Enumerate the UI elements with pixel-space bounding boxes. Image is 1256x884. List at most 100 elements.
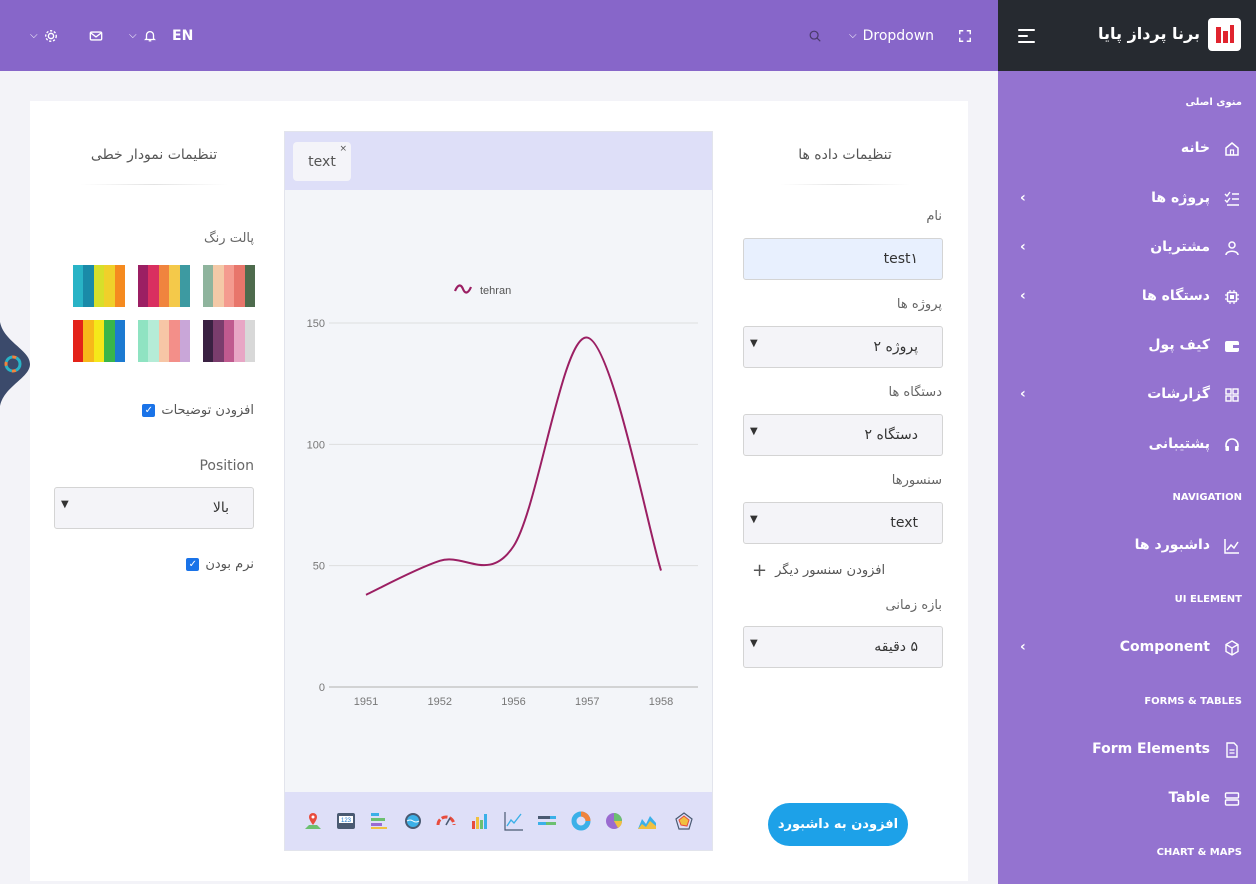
brand-name: برنا پرداز پایا — [1097, 24, 1200, 43]
position-select[interactable]: بالا ▼ — [54, 487, 254, 529]
divider — [80, 184, 228, 185]
section-forms-tables: FORMS & TABLES — [1144, 696, 1242, 707]
checklist-icon — [1224, 191, 1239, 206]
checkbox-checked-icon: ✓ — [142, 404, 156, 417]
sidebar-item-label: دستگاه ها — [1141, 288, 1210, 304]
sidebar-item-table[interactable]: Table — [998, 784, 1256, 814]
section-navigation: NAVIGATION — [1172, 492, 1242, 503]
devices-label: دستگاه ها — [888, 385, 942, 400]
close-icon[interactable]: × — [339, 144, 347, 154]
dropdown-label: Dropdown — [862, 27, 935, 44]
sidebar-item-label: مشتریان — [1150, 239, 1210, 255]
chevron-left-icon: ‹ — [1020, 190, 1026, 206]
top-bar: ⌵ ⌵ EN ⌵ Dropdown — [0, 0, 998, 71]
chevron-left-icon: ‹ — [1020, 239, 1026, 255]
search-button[interactable] — [808, 0, 822, 71]
pie-chart-icon[interactable] — [604, 811, 624, 831]
tab-label: text — [308, 153, 336, 170]
series-line-tehran — [365, 336, 662, 596]
gauge-icon[interactable] — [436, 811, 456, 831]
chevron-down-icon: ▼ — [750, 514, 758, 525]
notifications-menu[interactable]: ⌵ — [129, 0, 157, 71]
sensors-label: سنسورها — [891, 473, 942, 488]
color-palette-option[interactable] — [203, 320, 256, 362]
bell-icon — [143, 30, 156, 41]
mail-icon — [89, 30, 103, 41]
number-icon[interactable]: 123 — [336, 811, 356, 831]
name-input[interactable]: test۱ — [743, 238, 943, 280]
donut-chart-icon[interactable] — [571, 811, 591, 831]
smooth-checkbox[interactable]: نرم بودن ✓ — [186, 557, 254, 572]
sidebar-item-reports[interactable]: ‹ گزارشات — [998, 380, 1256, 410]
sensor-select-value: text — [890, 515, 918, 531]
language-button[interactable]: EN — [172, 27, 194, 44]
gear-icon — [44, 29, 57, 42]
sidebar-item-customers[interactable]: ‹ مشتریان — [998, 233, 1256, 263]
color-palette-option[interactable] — [138, 320, 191, 362]
sidebar-item-dashboards[interactable]: داشبورد ها — [998, 531, 1256, 561]
sidebar-item-support[interactable]: پشتیبانی — [998, 430, 1256, 460]
sidebar-item-form-elements[interactable]: Form Elements — [998, 735, 1256, 765]
headset-icon — [1225, 438, 1239, 451]
sidebar: برنا پرداز پایا منوی اصلی خانه ‹ پروژه ه… — [998, 0, 1256, 884]
add-sensor-button[interactable]: افزودن سنسور دیگر + — [752, 560, 885, 581]
settings-menu[interactable]: ⌵ — [30, 0, 58, 71]
sidebar-item-label: کیف پول — [1148, 337, 1210, 353]
sidebar-item-wallet[interactable]: کیف پول — [998, 331, 1256, 361]
sidebar-item-devices[interactable]: ‹ دستگاه ها — [998, 282, 1256, 312]
fullscreen-button[interactable] — [958, 0, 972, 71]
line-chart-icon[interactable] — [504, 811, 524, 831]
x-tick-label: 1957 — [575, 696, 599, 708]
menu-toggle-icon[interactable] — [1018, 29, 1035, 47]
sidebar-item-label: پروژه ها — [1151, 190, 1210, 206]
radar-chart-icon[interactable] — [674, 811, 694, 831]
user-icon — [1225, 241, 1239, 256]
document-icon — [1226, 742, 1238, 758]
project-select[interactable]: پروژه ۲ ▼ — [743, 326, 943, 368]
sensor-select[interactable]: text ▼ — [743, 502, 943, 544]
section-ui-element: UI ELEMENT — [1174, 594, 1242, 605]
device-select[interactable]: دستگاه ۲ ▼ — [743, 414, 943, 456]
add-descriptions-checkbox[interactable]: افزودن توضیحات ✓ — [142, 403, 254, 418]
section-main-menu: منوی اصلی — [1185, 97, 1242, 108]
section-chart-maps: CHART & MAPS — [1156, 847, 1242, 858]
chevron-down-icon: ▼ — [750, 638, 758, 649]
theme-settings-toggle[interactable] — [0, 322, 30, 406]
data-settings-title: تنظیمات داده ها — [798, 147, 892, 163]
mail-button[interactable] — [89, 0, 103, 71]
chart-tabs: text × — [285, 132, 712, 190]
checkbox-label: نرم بودن — [205, 557, 254, 572]
sidebar-item-label: Table — [1168, 790, 1210, 806]
color-palette-option[interactable] — [203, 265, 256, 307]
chart-type-toolbar: 123 — [285, 792, 712, 850]
divider — [780, 184, 910, 185]
y-tick-label: 100 — [307, 439, 325, 451]
stacked-bar-icon[interactable] — [537, 811, 557, 831]
chip-icon — [1225, 290, 1239, 304]
add-sensor-label: افزودن سنسور دیگر — [775, 563, 886, 578]
color-palette-option[interactable] — [138, 265, 191, 307]
tab-text[interactable]: text × — [293, 142, 351, 181]
color-palette-option[interactable] — [73, 265, 126, 307]
time-range-select[interactable]: ۵ دقیقه ▼ — [743, 626, 943, 668]
projects-label: پروژه ها — [896, 297, 942, 312]
bar-chart-icon[interactable] — [470, 811, 490, 831]
color-palette-option[interactable] — [73, 320, 126, 362]
sidebar-item-home[interactable]: خانه — [998, 134, 1256, 164]
wallet-icon — [1225, 341, 1239, 352]
y-tick-label: 50 — [313, 561, 325, 573]
dropdown-menu[interactable]: ⌵ Dropdown — [849, 0, 934, 71]
add-to-dashboard-button[interactable]: افزودن به داشبورد — [768, 803, 908, 846]
map-marker-icon[interactable] — [303, 811, 323, 831]
sidebar-item-component[interactable]: ‹ Component — [998, 633, 1256, 663]
fullscreen-icon — [959, 29, 971, 42]
liquid-gauge-icon[interactable] — [403, 811, 423, 831]
chevron-down-icon: ⌵ — [30, 30, 38, 41]
chevron-down-icon: ⌵ — [129, 30, 137, 41]
position-select-value: بالا — [212, 500, 229, 516]
chart-settings-title: تنظیمات نمودار خطی — [90, 147, 218, 163]
name-input-value: test۱ — [883, 251, 918, 267]
bar-horizontal-icon[interactable] — [369, 811, 389, 831]
area-chart-icon[interactable] — [637, 811, 657, 831]
sidebar-item-projects[interactable]: ‹ پروژه ها — [998, 184, 1256, 214]
